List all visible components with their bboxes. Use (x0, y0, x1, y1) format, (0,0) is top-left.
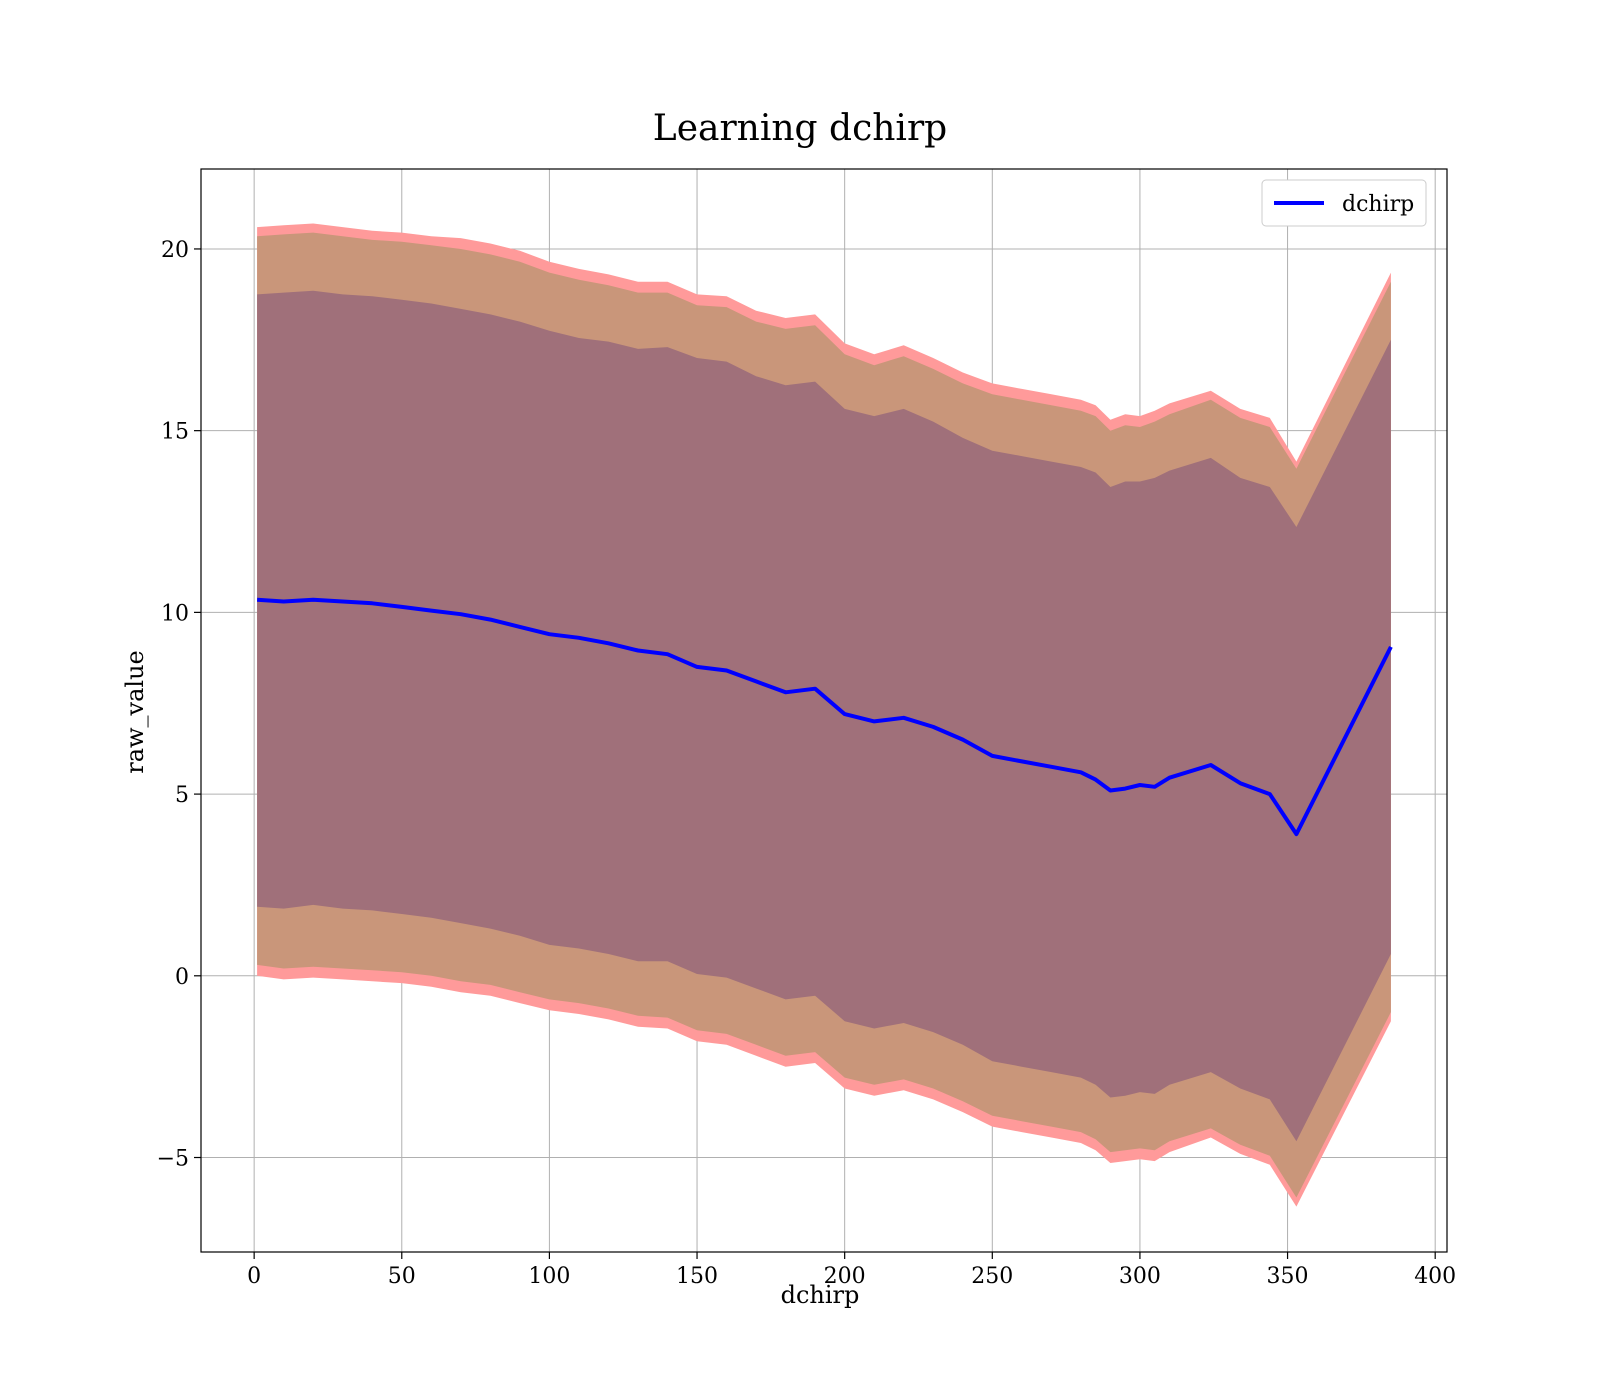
x-tick-label: 0 (247, 1264, 261, 1289)
y-axis-label: raw_value (121, 650, 149, 774)
x-tick-label: 150 (676, 1264, 718, 1289)
x-axis-label: dchirp (781, 1281, 860, 1309)
y-tick-label: −5 (157, 1147, 189, 1172)
x-tick-label: 100 (528, 1264, 570, 1289)
y-axis-ticks: −5 0 5 10 15 20 (157, 238, 201, 1172)
y-tick-label: 20 (161, 238, 189, 263)
x-tick-label: 300 (1119, 1264, 1161, 1289)
x-axis-ticks: 0 50 100 150 200 250 300 350 400 (247, 1252, 1456, 1289)
legend: dchirp (1261, 179, 1427, 227)
x-tick-label: 250 (971, 1264, 1013, 1289)
x-tick-label: 200 (824, 1264, 866, 1289)
x-tick-label: 350 (1267, 1264, 1309, 1289)
series-line-dchirp (256, 597, 1393, 837)
confidence-bands (257, 223, 1391, 1207)
x-tick-label: 50 (388, 1264, 416, 1289)
band-inner (257, 290, 1391, 1142)
chart-title: Learning dchirp (653, 108, 947, 149)
plot-frame (200, 168, 1448, 1253)
y-tick-label: 10 (161, 601, 189, 626)
x-tick-label: 400 (1414, 1264, 1456, 1289)
y-tick-label: 0 (175, 965, 189, 990)
legend-label-dchirp: dchirp (1342, 192, 1414, 217)
y-tick-label: 15 (161, 420, 189, 445)
legend-box (1261, 179, 1427, 227)
y-tick-label: 5 (175, 783, 189, 808)
